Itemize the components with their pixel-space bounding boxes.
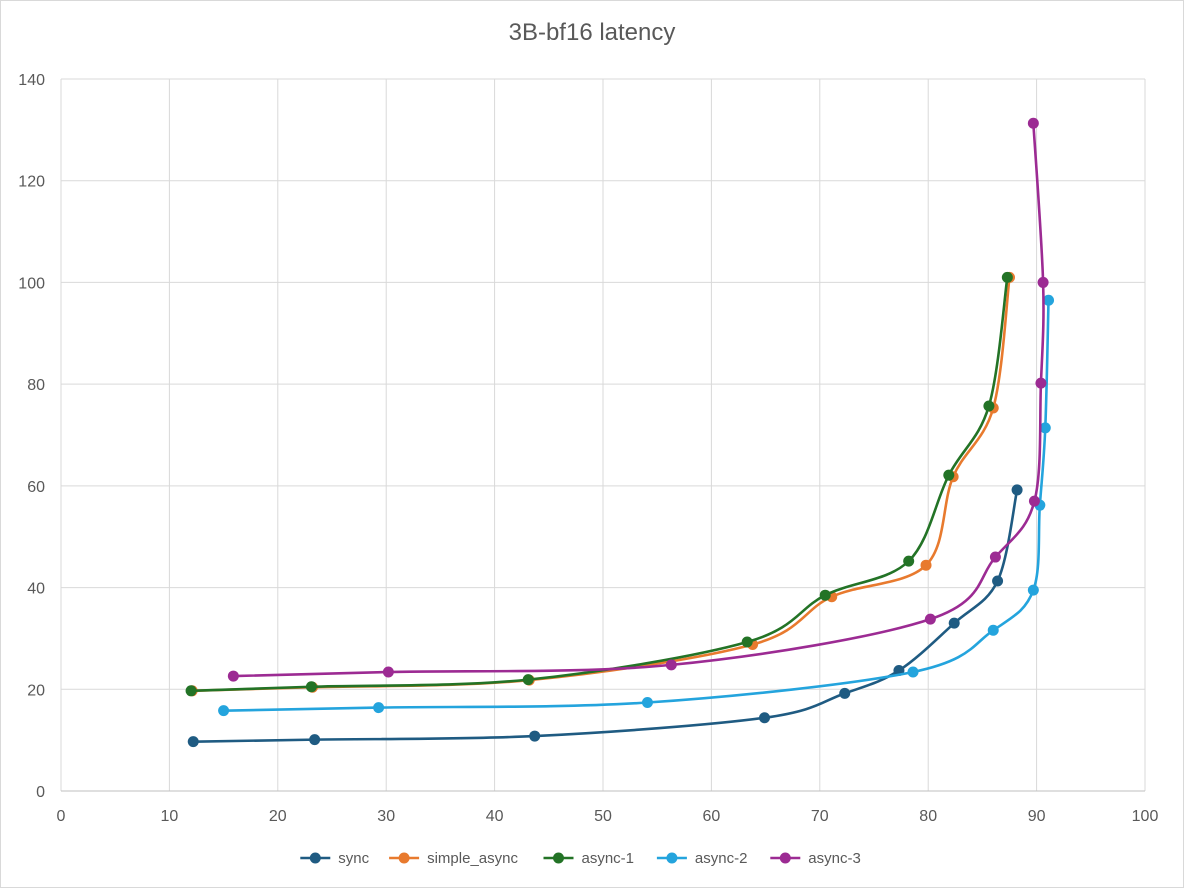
y-tick-label: 40 [27,581,45,598]
data-point [218,705,230,717]
data-point [309,734,321,746]
plot-series [185,117,1055,748]
legend-label: async-2 [695,850,748,867]
legend-swatch-marker [309,852,321,864]
data-point [1035,377,1047,389]
data-point [1011,484,1023,496]
x-tick-label: 100 [1132,808,1159,825]
y-tick-label: 20 [27,682,45,699]
gridlines [60,78,1146,792]
data-point [1027,117,1039,129]
legend-swatch-marker [666,852,678,864]
legend-item-async-3: async-3 [770,850,861,867]
data-point [924,613,936,625]
data-point [741,636,753,648]
legend-label: simple_async [427,850,518,867]
legend: sync simple_async async-1 async-2 async-3 [300,850,861,867]
y-tick-label: 120 [18,174,45,191]
x-tick-label: 0 [57,808,66,825]
legend-swatch-marker [553,852,564,864]
data-point [759,712,771,724]
data-point [185,685,197,697]
legend-item-async-2: async-2 [656,850,748,867]
data-point [920,559,932,571]
data-point [1028,495,1040,507]
axes: 0 10 20 30 40 50 60 70 80 90 100 0 20 40 60 80 100 120 140 [18,72,1158,825]
data-point [665,659,677,671]
data-point [948,617,960,629]
data-point [382,666,394,678]
legend-item-sync: sync [300,850,370,867]
legend-label: async-1 [582,850,635,867]
data-point [227,670,239,682]
x-tick-label: 40 [486,808,504,825]
x-tick-label: 70 [811,808,829,825]
y-tick-label: 140 [18,72,45,89]
series-async-2 [218,294,1055,717]
x-tick-label: 50 [594,808,612,825]
data-point [903,555,915,567]
y-tick-label: 80 [27,377,45,394]
data-point [529,730,541,742]
series-sync [187,484,1023,748]
data-point [983,400,995,412]
y-tick-label: 0 [36,784,45,801]
x-tick-label: 80 [919,808,937,825]
y-tick-label: 60 [27,479,45,496]
series-line-sync [191,488,1019,743]
data-point [1001,271,1013,283]
legend-label: async-3 [808,850,861,867]
data-point [641,697,653,709]
data-point [373,702,385,714]
series-line-simple_async [190,276,1011,693]
data-point [1037,276,1049,288]
series-line-async-1 [189,276,1009,693]
data-point [987,624,999,636]
series-async-3 [227,117,1049,682]
data-point [187,736,199,748]
x-tick-label: 10 [161,808,179,825]
x-tick-label: 30 [377,808,395,825]
legend-item-simple_async: simple_async [389,850,518,867]
data-point [305,681,317,693]
series-line-async-3 [232,121,1045,678]
data-point [907,666,919,678]
x-tick-label: 20 [269,808,287,825]
data-point [992,575,1004,587]
legend-item-async-1: async-1 [543,850,635,867]
data-point [1027,584,1039,596]
data-point [819,589,831,601]
data-point [943,469,955,481]
data-point [1043,294,1055,306]
chart-title: 3B-bf16 latency [508,19,676,46]
data-point [989,551,1001,563]
y-tick-label: 100 [18,275,45,292]
data-point [1039,422,1051,434]
series-async-1 [185,271,1013,697]
series-line-async-2 [222,298,1050,712]
legend-swatch-marker [779,852,791,864]
x-tick-label: 90 [1028,808,1046,825]
legend-swatch-marker [398,852,410,864]
data-point [839,687,851,699]
data-point [522,674,534,686]
legend-label: sync [338,850,369,867]
x-tick-label: 60 [703,808,721,825]
series-simple_async [186,271,1015,697]
